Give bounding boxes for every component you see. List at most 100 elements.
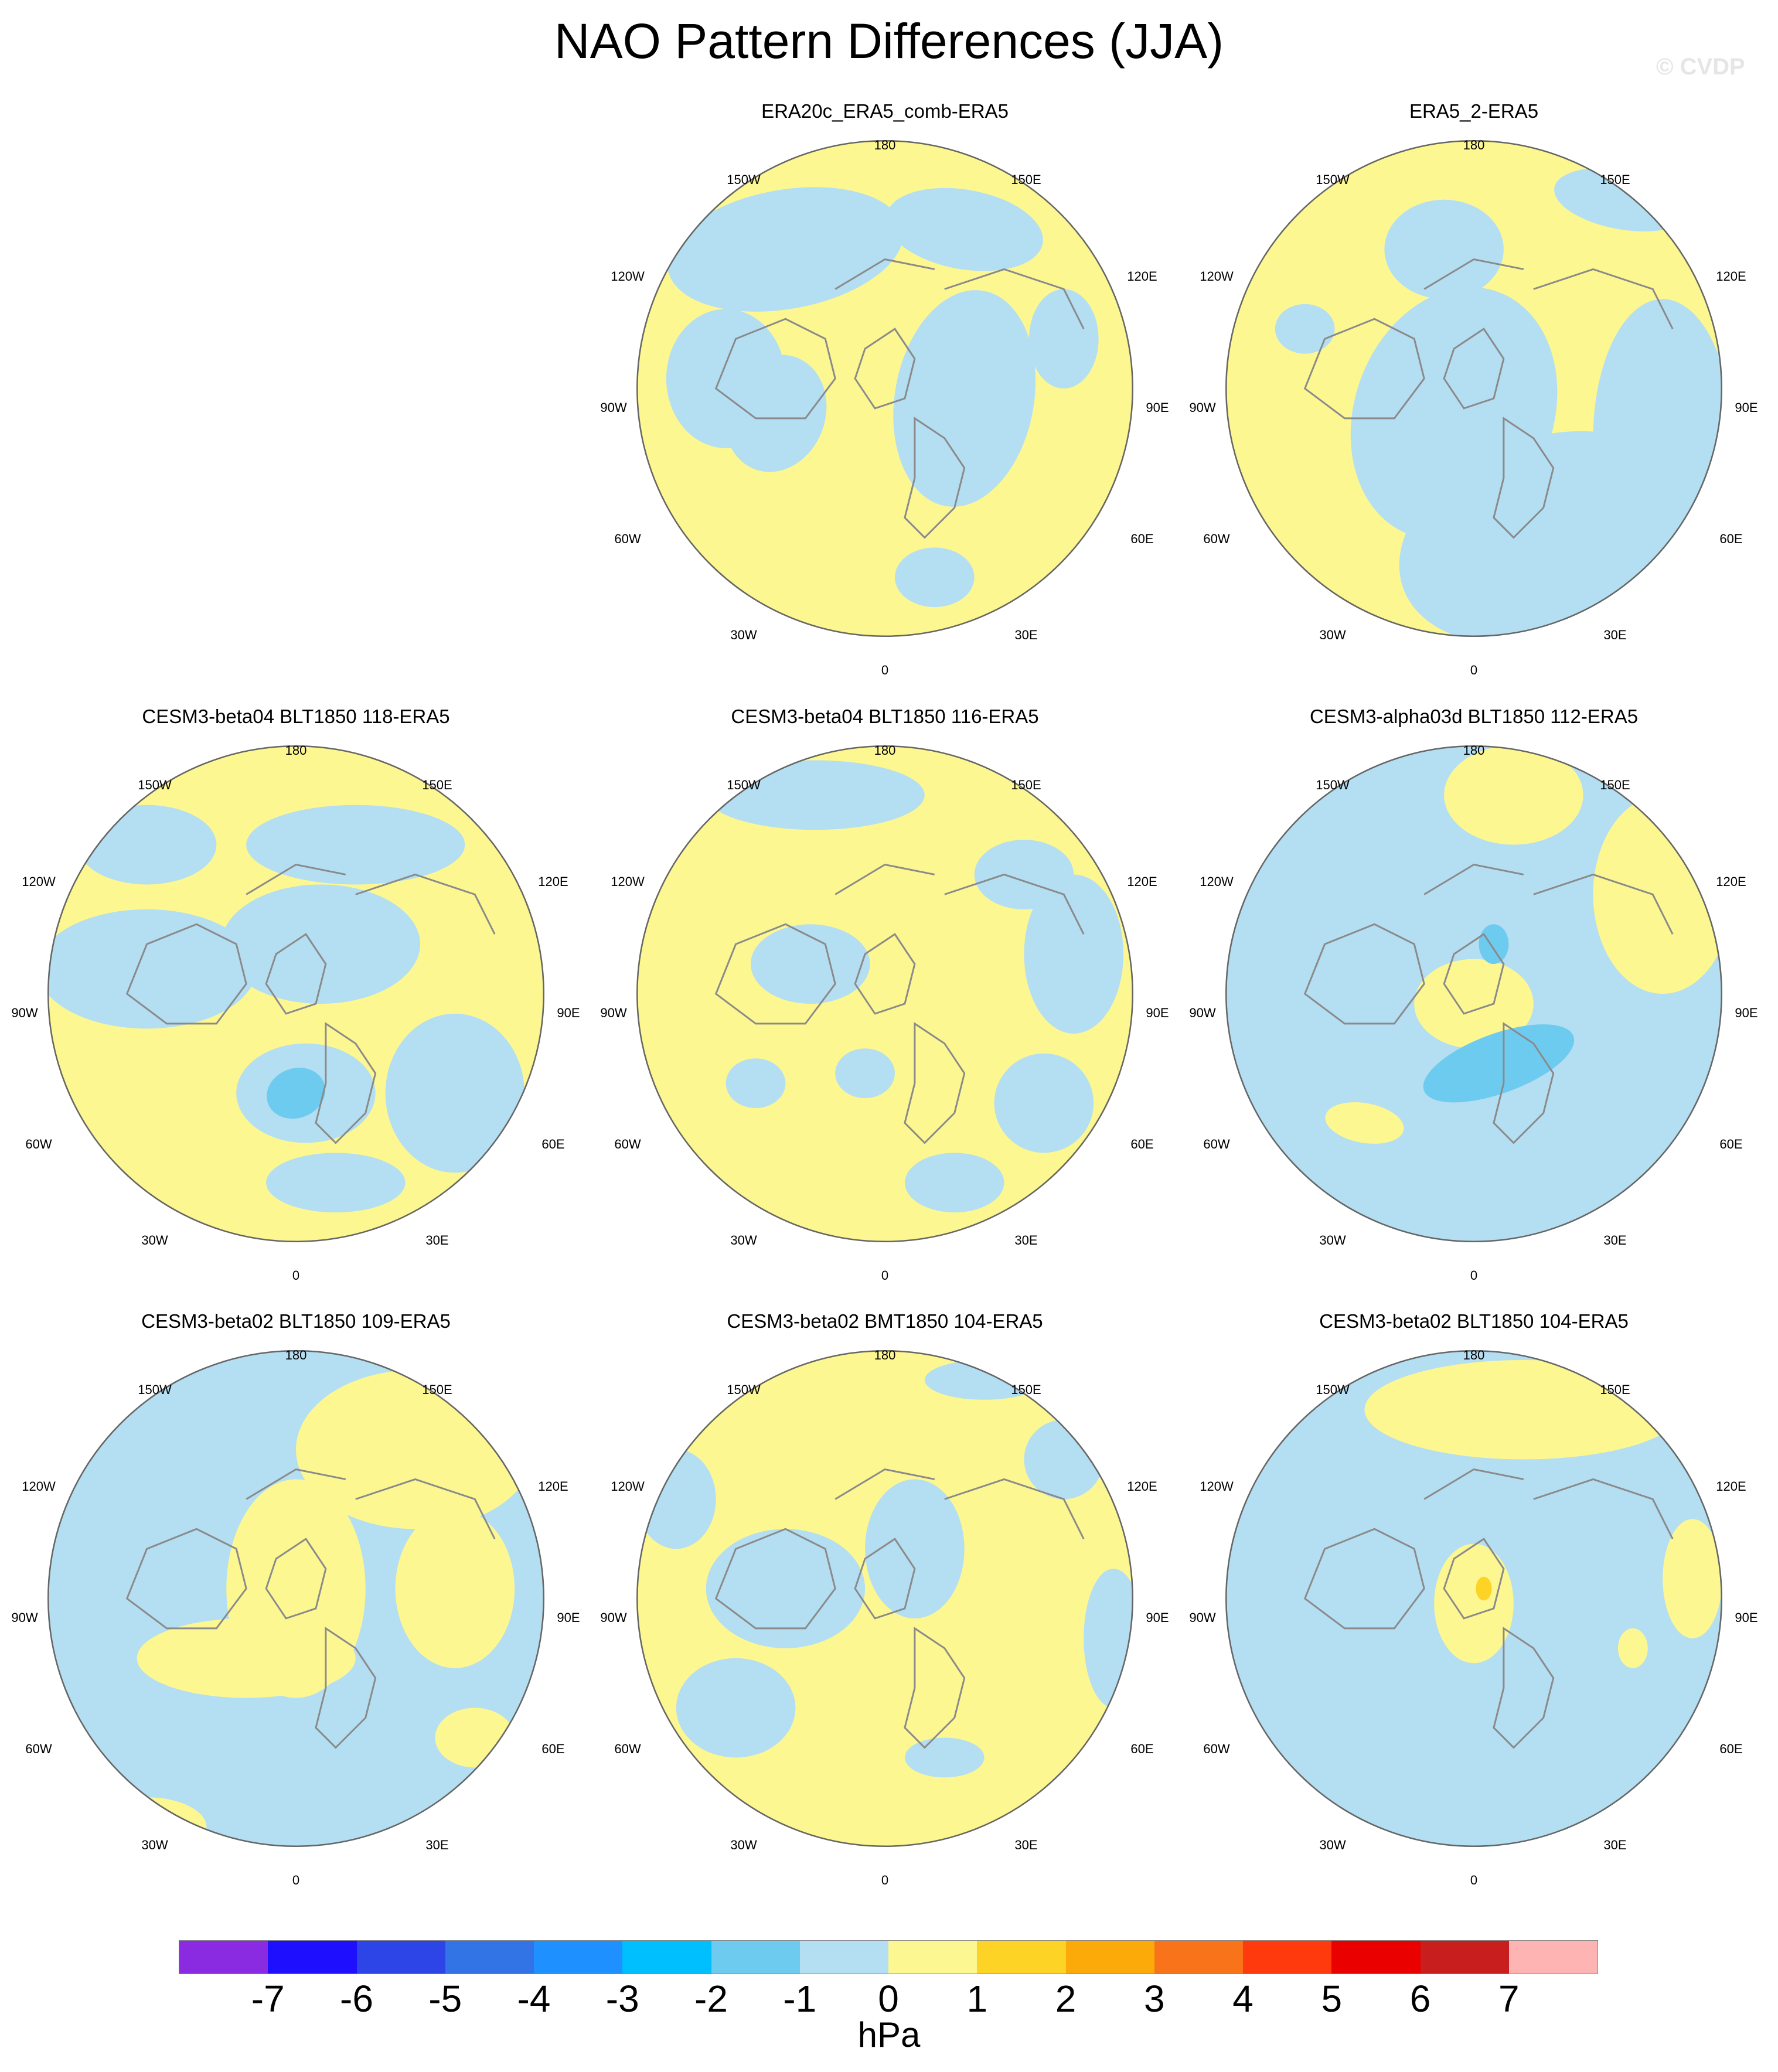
colorbar-tick-label: -4 xyxy=(517,1978,551,2020)
anomaly-region xyxy=(706,1529,866,1648)
coastline xyxy=(1423,1468,1524,1500)
longitude-label: 120E xyxy=(1716,269,1746,284)
coastline xyxy=(1533,873,1674,935)
coastline xyxy=(1443,933,1505,1015)
anomaly-region xyxy=(1617,1628,1648,1668)
anomaly-region xyxy=(835,1048,895,1099)
cvdp-watermark: © CVDP xyxy=(1656,54,1745,80)
anomaly-region xyxy=(246,805,465,885)
longitude-label: 60W xyxy=(1203,1137,1230,1151)
coastline xyxy=(944,873,1085,935)
panel-title: CESM3-beta04 BLT1850 118-ERA5 xyxy=(142,706,450,727)
coastline xyxy=(834,863,935,895)
figure-title: NAO Pattern Differences (JJA) xyxy=(554,13,1224,69)
longitude-label: 60E xyxy=(1130,1742,1154,1756)
coastline xyxy=(1443,328,1505,410)
longitude-label: 150E xyxy=(1600,778,1630,792)
longitude-label: 120E xyxy=(1716,874,1746,889)
longitude-label: 30W xyxy=(730,1838,757,1852)
longitude-label: 180 xyxy=(874,743,896,758)
longitude-label: 150W xyxy=(727,172,761,187)
longitude-label: 90E xyxy=(1146,400,1169,415)
anomaly-region xyxy=(667,187,904,312)
coastline xyxy=(854,1538,916,1620)
colorbar-swatch xyxy=(445,1941,534,1974)
coastline xyxy=(1303,1528,1425,1630)
colorbar xyxy=(179,1940,1598,1974)
panel-title: CESM3-beta04 BLT1850 116-ERA5 xyxy=(731,706,1039,727)
anomaly-region xyxy=(266,1153,406,1213)
coastline xyxy=(904,1022,966,1144)
anomaly-region xyxy=(1479,924,1509,965)
longitude-label: 180 xyxy=(285,743,307,758)
anomaly-region xyxy=(904,1153,1004,1213)
coastline xyxy=(125,1528,247,1630)
map-panel: CESM3-beta02 BLT1850 109-ERA5 180 150W 150E… xyxy=(0,1310,592,1896)
longitude-label: 90W xyxy=(11,1006,38,1020)
polar-map xyxy=(47,1350,544,1847)
coastline xyxy=(1303,318,1425,420)
longitude-label: 180 xyxy=(1463,743,1485,758)
colorbar-tick-label: 7 xyxy=(1498,1978,1520,2020)
coastline xyxy=(315,1627,377,1749)
longitude-label: 60W xyxy=(614,531,641,546)
coastline xyxy=(1533,1478,1674,1539)
anomaly-region xyxy=(994,1053,1094,1153)
longitude-label: 30E xyxy=(425,1233,449,1248)
anomaly-region xyxy=(725,1058,786,1109)
colorbar-tick-label: 2 xyxy=(1055,1978,1077,2020)
map-border xyxy=(636,1350,1133,1847)
polar-map xyxy=(636,1350,1133,1847)
longitude-label: 60W xyxy=(1203,1742,1230,1756)
longitude-label: 150W xyxy=(1316,1382,1350,1397)
map-border xyxy=(47,1350,544,1847)
longitude-label: 0 xyxy=(1470,1873,1478,1887)
coastline xyxy=(834,258,935,290)
longitude-label: 90W xyxy=(600,400,627,415)
polar-map xyxy=(1225,140,1722,637)
longitude-label: 120W xyxy=(1200,1479,1234,1494)
coastline xyxy=(1533,268,1674,329)
longitude-label: 120W xyxy=(1200,269,1234,284)
coastline xyxy=(834,1468,935,1500)
coastline xyxy=(944,268,1085,329)
longitude-label: 0 xyxy=(1470,663,1478,677)
coastline xyxy=(1493,1627,1555,1749)
longitude-label: 0 xyxy=(1470,1268,1478,1283)
anomaly-region xyxy=(385,1013,525,1173)
colorbar-tick-label: -2 xyxy=(694,1978,728,2020)
longitude-label: 60E xyxy=(1719,1742,1743,1756)
colorbar-swatch xyxy=(711,1941,800,1974)
anomaly-region xyxy=(865,1479,965,1618)
map-border xyxy=(636,745,1133,1242)
map-border xyxy=(1225,140,1722,637)
longitude-label: 120W xyxy=(611,1479,645,1494)
longitude-label: 30W xyxy=(730,628,757,642)
longitude-label: 150E xyxy=(422,778,452,792)
anomaly-region xyxy=(1384,199,1504,299)
longitude-label: 120E xyxy=(538,1479,568,1494)
polar-map xyxy=(1225,1350,1722,1847)
coastline xyxy=(904,417,966,539)
longitude-label: 180 xyxy=(874,1348,896,1362)
longitude-label: 180 xyxy=(1463,138,1485,152)
anomaly-region xyxy=(1399,431,1688,637)
anomaly-region xyxy=(1028,289,1099,388)
coastline xyxy=(1303,923,1425,1025)
longitude-label: 30W xyxy=(1319,1838,1346,1852)
panel-title: ERA5_2-ERA5 xyxy=(1409,100,1539,122)
longitude-label: 30E xyxy=(1014,1838,1038,1852)
longitude-label: 60W xyxy=(25,1742,52,1756)
colorbar-tick-label: 6 xyxy=(1409,1978,1431,2020)
anomaly-region xyxy=(137,1618,356,1698)
anomaly-region xyxy=(435,1708,515,1768)
longitude-label: 150W xyxy=(138,778,172,792)
longitude-label: 30W xyxy=(1319,1233,1346,1248)
anomaly-region xyxy=(751,924,870,1004)
panel-title: CESM3-beta02 BLT1850 109-ERA5 xyxy=(141,1310,451,1332)
panel-title: CESM3-beta02 BMT1850 104-ERA5 xyxy=(727,1310,1043,1332)
map-panel: CESM3-beta04 BLT1850 118-ERA5 180 150W 150E… xyxy=(0,705,592,1291)
coastline xyxy=(1443,1538,1505,1620)
anomaly-region xyxy=(1275,304,1335,354)
longitude-label: 90W xyxy=(600,1006,627,1020)
